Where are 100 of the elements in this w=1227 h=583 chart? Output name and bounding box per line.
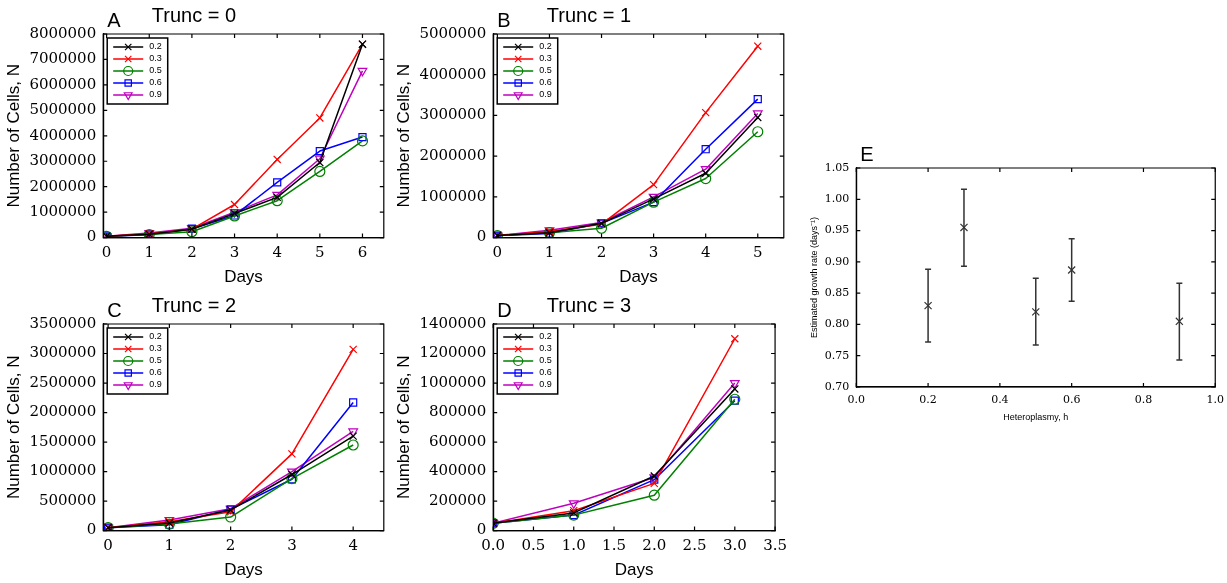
y-tick-label: 1000000: [419, 186, 487, 205]
y-tick-label: 1.00: [824, 192, 850, 206]
legend-label: 0.6: [149, 77, 162, 88]
x-tick-label: 3: [229, 243, 240, 262]
y-tick-label: 4000000: [29, 125, 97, 144]
x-tick-label: 1: [144, 243, 155, 262]
x-tick-label: 0.0: [847, 393, 866, 407]
y-tick-label: 0.90: [824, 254, 850, 268]
x-tick-label: 2.0: [642, 536, 667, 555]
y-tick-label: 3000000: [419, 105, 487, 124]
y-tick-label: 0: [86, 227, 97, 246]
legend-label: 0.9: [539, 379, 552, 390]
y-tick-label: 1500000: [29, 431, 97, 450]
x-tick-label: 2.5: [682, 536, 707, 555]
x-tick-label: 1: [164, 536, 175, 555]
y-tick-label: 3000000: [29, 343, 97, 362]
y-tick-label: 3000000: [29, 151, 97, 170]
y-axis-title: Number of Cells, N: [3, 64, 23, 208]
x-tick-label: 6: [357, 243, 368, 262]
x-axis-title: Days: [224, 560, 263, 580]
y-tick-label: 0.80: [824, 317, 850, 331]
y-axis-title: Number of Cells, N: [393, 64, 413, 208]
y-tick-label: 5000000: [29, 100, 97, 119]
x-tick-label: 0.0: [481, 536, 506, 555]
y-tick-label: 0: [476, 520, 487, 539]
text: B: [497, 8, 511, 31]
x-tick-label: 1.5: [602, 536, 626, 555]
y-tick-label: 2000000: [29, 176, 97, 195]
y-axis-title: Number of Cells, N: [393, 355, 413, 500]
y-tick-label: 0.75: [824, 348, 850, 362]
y-tick-label: 2000000: [419, 146, 487, 165]
legend-label: 0.5: [149, 355, 162, 366]
legend-label: 0.9: [149, 89, 162, 100]
chart-title: Trunc = 0: [151, 3, 237, 26]
x-tick-label: 1.0: [1206, 393, 1224, 407]
legend-label: 0.3: [539, 343, 552, 354]
y-axis-title: Estimated growth rate (days⁻¹): [808, 216, 819, 339]
x-tick-label: 0.2: [919, 393, 937, 407]
y-tick-label: 1.05: [824, 160, 850, 174]
y-tick-label: 7000000: [29, 49, 97, 68]
x-tick-label: 0: [101, 243, 112, 262]
x-axis-title: Heteroplasmy, h: [1003, 412, 1069, 423]
y-tick-label: 1400000: [419, 313, 487, 332]
y-tick-label: 3500000: [29, 313, 97, 332]
x-axis-title: Days: [619, 267, 658, 287]
y-tick-label: 0: [86, 520, 97, 539]
x-axis-title: Days: [614, 560, 654, 580]
text: C: [107, 298, 122, 321]
legend-label: 0.5: [539, 355, 552, 366]
legend-label: 0.6: [149, 367, 162, 378]
y-tick-label: 1000000: [419, 372, 487, 391]
x-tick-label: 0.8: [1134, 393, 1153, 407]
y-axis-title: Number of Cells, N: [3, 355, 23, 500]
chart-title: Trunc = 1: [546, 3, 632, 26]
legend-label: 0.5: [539, 65, 552, 76]
y-tick-label: 2000000: [29, 402, 97, 421]
legend-label: 0.2: [539, 41, 552, 52]
y-tick-label: 2500000: [29, 372, 97, 391]
y-tick-label: 0: [476, 227, 487, 246]
x-tick-label: 2: [187, 243, 197, 262]
legend-label: 0.2: [149, 41, 162, 52]
y-tick-label: 1000000: [29, 202, 97, 221]
legend-label: 0.3: [149, 343, 162, 354]
x-tick-label: 0.5: [521, 536, 546, 555]
y-tick-label: 8000000: [29, 23, 97, 42]
legend-label: 0.2: [539, 331, 552, 342]
legend-label: 0.9: [149, 379, 162, 390]
chart-title: Trunc = 3: [546, 293, 632, 316]
x-tick-label: 3.0: [722, 536, 747, 555]
y-tick-label: 0.70: [824, 379, 850, 393]
chart-title: Trunc = 2: [151, 293, 237, 316]
x-tick-label: 0: [103, 536, 113, 555]
y-tick-label: 200000: [428, 490, 487, 509]
legend-label: 0.5: [149, 65, 162, 76]
x-tick-label: 3: [287, 536, 297, 555]
x-axis-title: Days: [224, 267, 263, 287]
y-tick-label: 800000: [428, 402, 487, 421]
y-tick-label: 1200000: [419, 343, 487, 362]
text: E: [860, 142, 874, 165]
y-tick-label: 400000: [428, 461, 487, 480]
x-tick-label: 0.4: [991, 393, 1009, 407]
x-tick-label: 1: [544, 243, 555, 262]
x-tick-label: 1.0: [561, 536, 586, 555]
legend-label: 0.3: [149, 53, 162, 64]
legend-label: 0.9: [539, 89, 552, 100]
x-tick-label: 0: [492, 243, 503, 262]
x-tick-label: 3.5: [763, 536, 787, 555]
y-tick-label: 600000: [428, 431, 487, 450]
y-tick-label: 500000: [38, 490, 97, 509]
y-tick-label: 0.85: [824, 286, 850, 299]
y-tick-label: 6000000: [29, 74, 97, 93]
text: D: [497, 298, 512, 321]
x-tick-label: 4: [700, 243, 711, 262]
y-tick-label: 5000000: [419, 23, 487, 42]
y-tick-label: 0.95: [824, 223, 850, 237]
text: A: [107, 8, 122, 31]
legend-label: 0.3: [539, 53, 552, 64]
y-tick-label: 4000000: [419, 64, 487, 83]
x-tick-label: 5: [752, 243, 763, 262]
legend-label: 0.6: [539, 367, 552, 378]
